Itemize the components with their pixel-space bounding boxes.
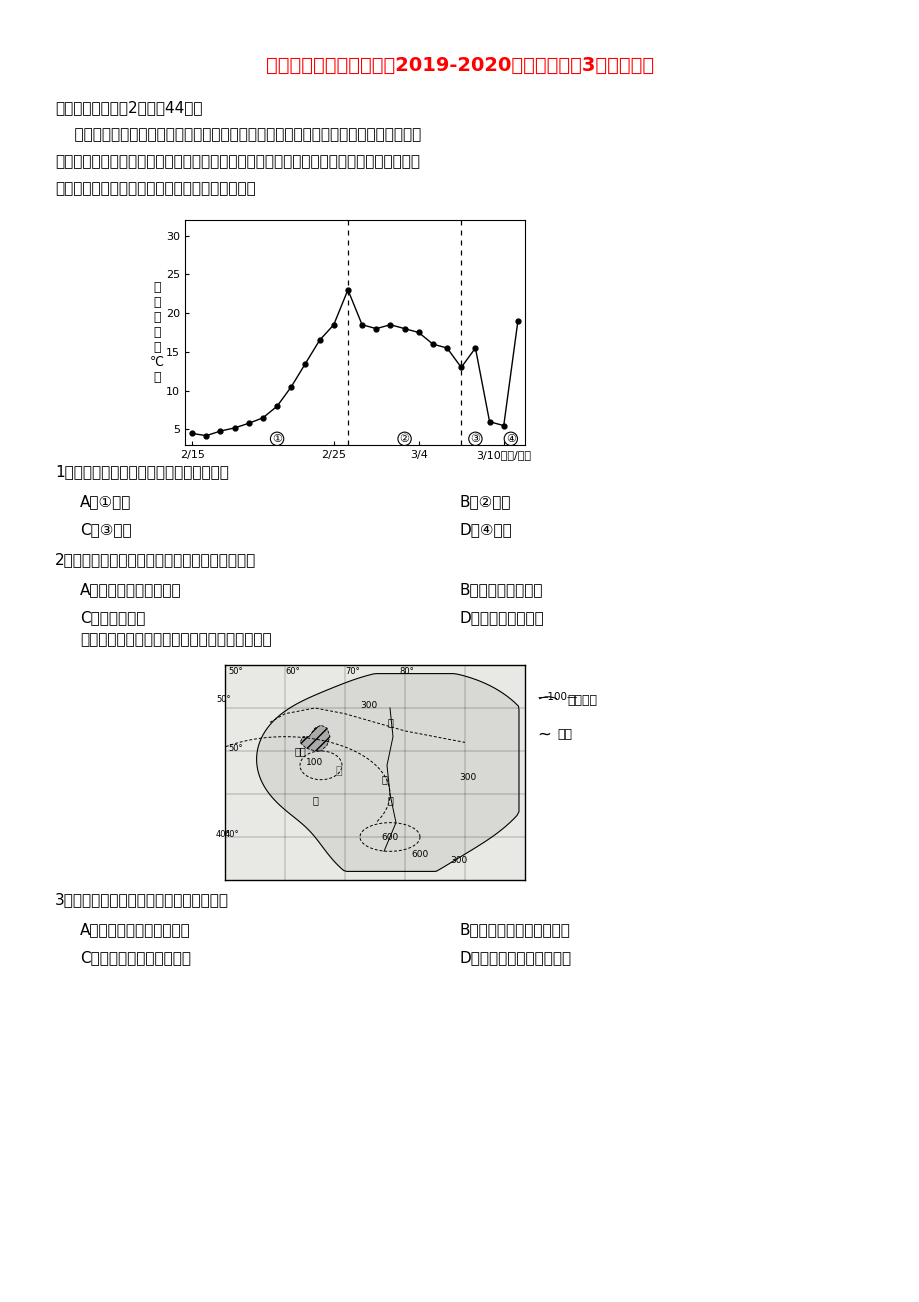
Text: 300: 300 [459,772,476,781]
Text: ①: ① [272,434,282,444]
Text: 一、单选题（每题2分，共44分）: 一、单选题（每题2分，共44分） [55,100,202,116]
Text: 原: 原 [387,717,392,728]
Text: 广西贵港市覃塘高级中学2019-2020学年高一地理3月月考试题: 广西贵港市覃塘高级中学2019-2020学年高一地理3月月考试题 [266,56,653,74]
Text: 合该地此次倒春寒前后时段逐日平均气温示意图。: 合该地此次倒春寒前后时段逐日平均气温示意图。 [55,181,255,197]
Text: 平
均
气
温
（
℃
）: 平 均 气 温 （ ℃ ） [150,281,164,384]
Text: 50°: 50° [216,695,231,704]
Text: 80°: 80° [399,667,414,676]
Polygon shape [225,665,525,880]
Text: 农业生产等造成影响的气象灾害。某年年初由于倒春寒的影响，安徽某地茶园遭受重创。结: 农业生产等造成影响的气象灾害。某年年初由于倒春寒的影响，安徽某地茶园遭受重创。结 [55,155,420,169]
Text: 阅读中亚地区等降水量分布图，回答下列各题。: 阅读中亚地区等降水量分布图，回答下列各题。 [80,633,271,647]
Text: 600: 600 [411,850,427,859]
Polygon shape [256,673,518,871]
Text: 70°: 70° [345,667,359,676]
Text: B．用塑料薄膜覆盖: B．用塑料薄膜覆盖 [460,582,543,598]
Text: B．②时段: B．②时段 [460,495,511,509]
Text: 50°: 50° [228,667,243,676]
Text: D．④时段: D．④时段 [460,522,512,538]
Polygon shape [225,665,525,880]
Text: A．增大茶园的通风条件: A．增大茶园的通风条件 [80,582,181,598]
Text: 300: 300 [359,700,377,710]
Text: 等降水量: 等降水量 [566,694,596,707]
Text: 50°: 50° [228,743,243,753]
Text: ③: ③ [470,434,480,444]
Text: C．给茶树培土: C．给茶树培土 [80,611,145,625]
Text: 周: 周 [312,794,318,805]
Text: 60°: 60° [285,667,300,676]
Text: ②: ② [399,434,409,444]
Text: 300: 300 [449,855,467,865]
Text: ④: ④ [505,434,516,444]
Text: C．地形平坦，抬升作用弱: C．地形平坦，抬升作用弱 [80,950,191,966]
Text: 河: 河 [387,794,392,805]
Text: 甲: 甲 [380,775,387,785]
Text: ~: ~ [537,727,550,743]
Text: D．大量施肥、施药: D．大量施肥、施药 [460,611,544,625]
Text: A．深处内陆，空气湿度小: A．深处内陆，空气湿度小 [80,923,190,937]
Text: 40°: 40° [225,829,239,838]
Text: 河流: 河流 [556,729,572,742]
Text: —100—: —100— [538,691,578,702]
Text: B．地形阻挡，水汽来源少: B．地形阻挡，水汽来源少 [460,923,571,937]
Text: 咸海: 咸海 [294,746,305,756]
Text: 1．该地受这次倒春寒影响的时间是图中的: 1．该地受这次倒春寒影响的时间是图中的 [55,465,229,479]
Text: A．①时段: A．①时段 [80,495,131,509]
Text: 3．与图中甲区域气候成因相关度最大的是: 3．与图中甲区域气候成因相关度最大的是 [55,892,229,907]
Polygon shape [300,725,330,751]
Text: C．③时段: C．③时段 [80,522,131,538]
Text: 40°: 40° [216,829,231,838]
Text: 2．为防护茶园春季冻害威胁，下列措施正确的是: 2．为防护茶园春季冻害威胁，下列措施正确的是 [55,552,256,568]
Text: D．植被稀少，调节作用弱: D．植被稀少，调节作用弱 [460,950,572,966]
Text: 甲: 甲 [335,766,342,776]
Text: 倒春寒是指春季回暖过程中由冷空气活动造成的气温持续低于同时期气温平均值，并对: 倒春寒是指春季回暖过程中由冷空气活动造成的气温持续低于同时期气温平均值，并对 [55,128,421,142]
Text: 100: 100 [306,758,323,767]
Text: 600: 600 [380,833,398,842]
